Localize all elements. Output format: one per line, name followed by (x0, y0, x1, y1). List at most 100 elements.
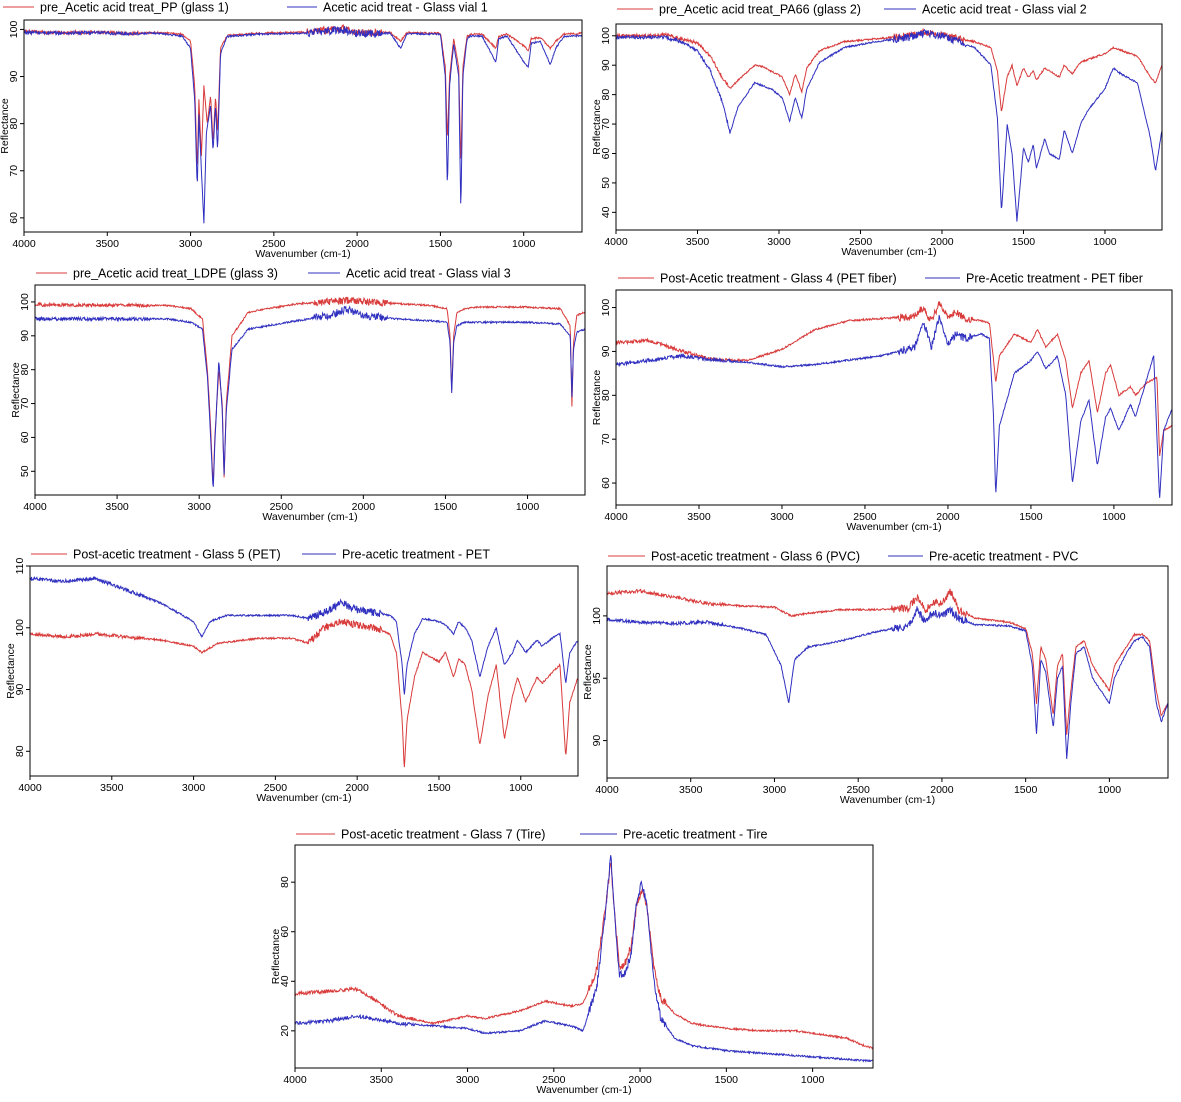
x-tick-label: 4000 (23, 501, 47, 513)
y-tick-label: 90 (19, 330, 31, 342)
y-axis-label: Reflectance (270, 929, 282, 985)
plot-frame (29, 565, 579, 777)
plot-frame (615, 23, 1163, 231)
y-axis-label: Reflectance (0, 98, 11, 154)
series-line-2 (35, 305, 585, 487)
x-tick-label: 3500 (370, 1074, 394, 1086)
y-tick-label: 50 (19, 465, 31, 477)
y-tick-label: 100 (600, 27, 612, 45)
series-line-1 (30, 618, 578, 768)
x-tick-label: 3000 (456, 1074, 480, 1086)
x-axis-label: Wavenumber (cm-1) (841, 246, 936, 258)
x-tick-label: 3500 (105, 501, 129, 513)
x-axis-label: Wavenumber (cm-1) (840, 794, 935, 806)
x-tick-label: 1500 (434, 501, 458, 513)
x-tick-label: 1000 (1102, 511, 1126, 523)
chart-panel-6: 4000 3500 3000 2500 2000 1500 1000 90 95 100 Waven… (582, 550, 1169, 806)
series-line-2 (616, 28, 1162, 222)
x-tick-label: 1000 (1093, 236, 1117, 248)
y-tick-label: 100 (591, 607, 603, 625)
y-axis-label: Reflectance (5, 643, 17, 699)
x-tick-label: 2000 (930, 236, 954, 248)
y-axis-label: Reflectance (591, 99, 603, 155)
y-tick-label: 90 (600, 345, 612, 357)
chart-panel-4: 4000 3500 3000 2500 2000 1500 1000 60 70 80 90 100 W… (591, 272, 1173, 533)
x-tick-label: 2000 (345, 238, 369, 250)
y-tick-label: 60 (8, 212, 20, 224)
plot-frame (615, 289, 1173, 506)
chart-panel-5: 4000 3500 3000 2500 2000 1500 1000 80 90 100 110 Wa… (5, 548, 579, 804)
x-tick-label: 3500 (96, 238, 120, 250)
x-tick-label: 1500 (1014, 784, 1038, 796)
y-tick-label: 110 (14, 557, 26, 574)
x-tick-label: 1000 (509, 782, 533, 794)
x-tick-label: 2500 (262, 238, 286, 250)
y-tick-label: 60 (279, 926, 291, 938)
x-axis-label: Wavenumber (cm-1) (256, 792, 351, 804)
x-tick-label: 3500 (100, 782, 124, 794)
x-tick-label: 3000 (182, 782, 206, 794)
y-tick-label: 80 (600, 89, 612, 101)
series-line-1 (35, 296, 585, 484)
y-tick-label: 80 (8, 118, 20, 130)
legend-entry: Pre-acetic treatment - PET (342, 548, 490, 562)
y-tick-label: 40 (600, 206, 612, 218)
x-tick-label: 3000 (767, 236, 791, 248)
y-tick-label: 70 (19, 398, 31, 410)
x-tick-label: 1000 (801, 1074, 825, 1086)
x-axis-label: Wavenumber (cm-1) (255, 248, 350, 260)
legend-entry: Acetic acid treat - Glass vial 3 (346, 267, 511, 281)
y-tick-label: 70 (600, 433, 612, 445)
legend-entry: Post-Acetic treatment - Glass 4 (PET fib… (660, 272, 897, 286)
legend-entry: Post-acetic treatment - Glass 5 (PET) (73, 548, 281, 562)
legend-entry: Post-acetic treatment - Glass 6 (PVC) (651, 550, 860, 564)
legend-entry: Pre-acetic treatment - Tire (623, 828, 768, 842)
y-tick-label: 80 (279, 876, 291, 888)
x-tick-label: 4000 (604, 236, 628, 248)
x-tick-label: 3000 (770, 511, 794, 523)
x-tick-label: 2000 (936, 511, 960, 523)
x-tick-label: 1000 (512, 238, 536, 250)
y-tick-label: 90 (591, 735, 603, 747)
x-tick-label: 3500 (686, 236, 710, 248)
legend-entry: Acetic acid treat - Glass vial 2 (922, 3, 1087, 17)
series-line-2 (607, 605, 1168, 759)
x-tick-label: 2000 (345, 782, 369, 794)
x-tick-label: 1500 (1012, 236, 1036, 248)
plot-frame (34, 284, 586, 496)
y-tick-label: 60 (600, 477, 612, 489)
y-tick-label: 100 (19, 293, 31, 311)
y-tick-label: 20 (279, 1025, 291, 1037)
y-axis-label: Reflectance (591, 370, 603, 426)
x-tick-label: 2500 (853, 511, 877, 523)
series-line-2 (616, 314, 1172, 498)
x-tick-label: 2500 (849, 236, 873, 248)
legend-entry: Post-acetic treatment - Glass 7 (Tire) (341, 828, 545, 842)
x-tick-label: 1500 (1019, 511, 1043, 523)
y-tick-label: 100 (8, 21, 20, 39)
y-tick-label: 80 (600, 389, 612, 401)
y-tick-label: 90 (8, 71, 20, 83)
x-tick-label: 1500 (429, 238, 453, 250)
series-line-1 (616, 301, 1172, 456)
plot-frame (606, 565, 1169, 779)
x-tick-label: 1500 (715, 1074, 739, 1086)
y-tick-label: 90 (600, 59, 612, 71)
y-tick-label: 90 (14, 684, 26, 696)
x-tick-label: 2500 (542, 1074, 566, 1086)
x-tick-label: 2500 (270, 501, 294, 513)
plot-frame (294, 844, 874, 1069)
x-tick-label: 1000 (1098, 784, 1122, 796)
x-tick-label: 4000 (604, 511, 628, 523)
x-axis-label: Wavenumber (cm-1) (262, 511, 357, 523)
y-tick-label: 95 (591, 672, 603, 684)
series-line-2 (30, 576, 578, 695)
legend-entry: pre_Acetic acid treat_LDPE (glass 3) (73, 267, 278, 281)
legend-entry: Pre-acetic treatment - PVC (929, 550, 1078, 564)
series-line-1 (295, 862, 873, 1050)
x-tick-label: 3500 (679, 784, 703, 796)
x-tick-label: 2000 (930, 784, 954, 796)
chart-panel-1: 4000 3500 3000 2500 2000 1500 1000 60 70 80 90 100 W… (0, 1, 583, 260)
y-tick-label: 60 (600, 147, 612, 159)
